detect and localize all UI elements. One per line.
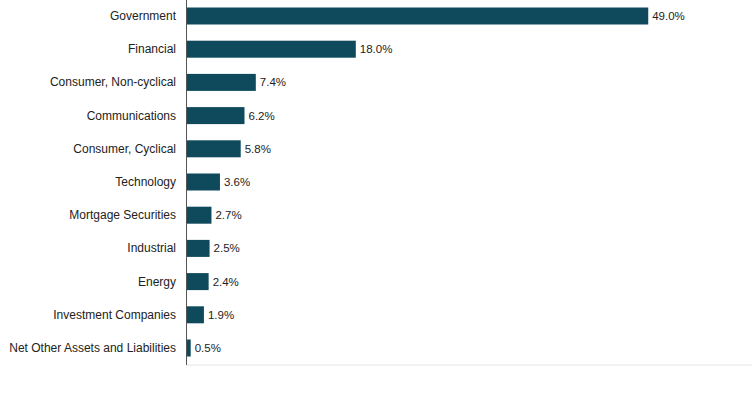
data-label: 3.6% [224, 176, 250, 188]
bar [186, 273, 209, 290]
data-label: 6.2% [248, 110, 274, 122]
data-label: 0.5% [195, 342, 221, 354]
category-label: Energy [138, 275, 176, 289]
category-label: Communications [87, 109, 176, 123]
x-range-line [186, 365, 752, 366]
y-axis-line [186, 0, 187, 365]
bar [186, 107, 244, 124]
data-label: 7.4% [260, 76, 286, 88]
data-label: 18.0% [360, 43, 393, 55]
labels: Government 49.0% Financial 18.0% Consumer, N… [9, 9, 685, 355]
bar [186, 140, 241, 157]
bar [186, 306, 204, 323]
data-label: 1.9% [208, 309, 234, 321]
chart: Government 49.0% Financial 18.0% Consumer, N… [0, 0, 753, 397]
data-label: 2.7% [215, 209, 241, 221]
category-label: Net Other Assets and Liabilities [9, 341, 176, 355]
category-label: Industrial [127, 241, 176, 255]
bars [186, 8, 648, 357]
bar [186, 74, 256, 91]
data-label: 2.4% [213, 276, 239, 288]
category-label: Technology [115, 175, 176, 189]
data-label: 49.0% [652, 10, 685, 22]
category-label: Consumer, Non-cyclical [50, 75, 176, 89]
bar [186, 240, 210, 257]
data-label: 5.8% [245, 143, 271, 155]
category-label: Mortgage Securities [69, 208, 176, 222]
bar [186, 207, 211, 224]
category-label: Investment Companies [53, 308, 176, 322]
bar [186, 174, 220, 191]
category-label: Financial [128, 42, 176, 56]
category-label: Government [110, 9, 177, 23]
data-label: 2.5% [214, 242, 240, 254]
bar [186, 41, 356, 58]
chart-container: Government 49.0% Financial 18.0% Consumer, N… [0, 0, 753, 397]
bar [186, 8, 648, 25]
category-label: Consumer, Cyclical [73, 142, 176, 156]
